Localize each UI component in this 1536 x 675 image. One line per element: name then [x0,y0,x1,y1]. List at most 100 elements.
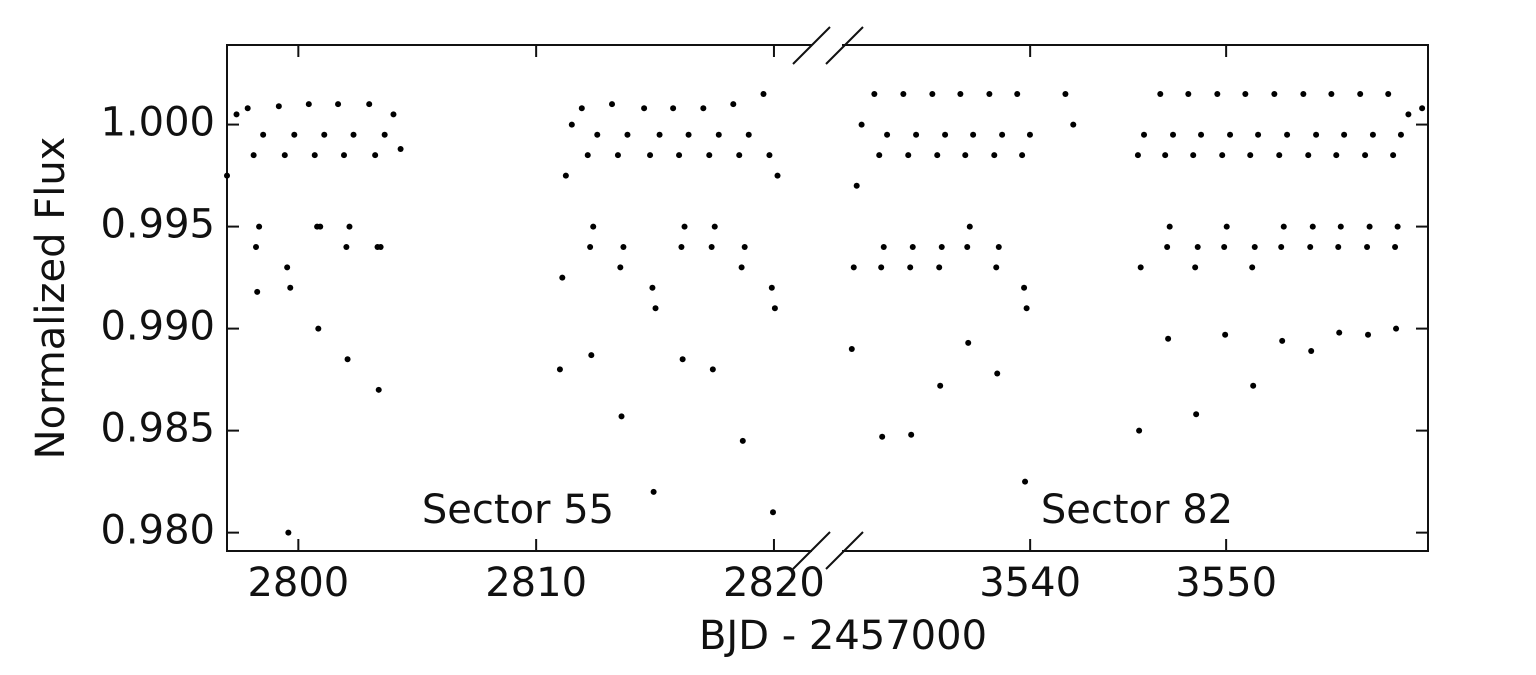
data-point [1250,382,1257,389]
data-point [880,243,887,250]
data-point [994,370,1001,377]
data-point [670,105,677,112]
data-point [938,243,945,250]
data-point [559,274,566,281]
data-point [1337,223,1344,230]
x-tick-label: 2820 [723,560,825,606]
data-point [1385,90,1392,97]
data-point [1278,243,1285,250]
data-point [1328,90,1335,97]
data-point [900,90,907,97]
data-point [711,223,718,230]
data-point [1062,90,1069,97]
data-point [706,152,713,159]
data-point [311,152,318,159]
data-point [1300,90,1307,97]
data-point [1164,243,1171,250]
data-point [224,172,230,179]
x-tick-label: 2810 [485,560,587,606]
data-point [1362,152,1369,159]
data-point [1192,264,1199,271]
data-point [1141,131,1148,138]
data-point [1221,243,1228,250]
data-point [1019,152,1026,159]
data-point [253,243,260,250]
data-point [730,101,737,108]
annotation: Sector 55 [422,487,614,533]
data-point [760,90,767,97]
data-point [1336,329,1343,336]
data-point [1309,223,1316,230]
data-point [588,352,595,359]
data-point [1335,243,1342,250]
data-point [372,152,379,159]
data-point [965,339,972,346]
data-point [1357,90,1364,97]
data-point [970,131,977,138]
data-point [745,131,752,138]
data-point [1194,243,1201,250]
data-point [1162,152,1169,159]
data-point [766,152,773,159]
data-point [934,152,941,159]
axis-frame [842,44,1429,552]
data-point [1365,331,1372,338]
data-point [738,264,745,271]
data-point [587,243,594,250]
data-point [708,243,715,250]
data-point [287,284,294,291]
data-point [715,131,722,138]
data-point [1341,131,1348,138]
data-point [1022,478,1029,485]
data-point [284,264,291,271]
data-point [774,172,781,179]
data-point [848,346,855,353]
data-point [942,131,949,138]
data-point [1170,131,1177,138]
data-point [1249,264,1256,271]
data-point [937,382,944,389]
data-point [1242,90,1249,97]
data-point [256,223,263,230]
data-point [556,366,563,373]
data-point [275,103,282,110]
data-point [315,325,322,332]
y-tick-label: 0.990 [100,304,215,350]
data-point [1214,90,1221,97]
data-point [620,243,627,250]
data-point [291,131,298,138]
data-point [1393,325,1400,332]
data-point [1023,305,1030,312]
data-point [344,356,351,363]
data-point [317,223,324,230]
data-point [999,131,1006,138]
data-point [1137,264,1144,271]
data-point [1405,111,1412,118]
data-point [346,223,353,230]
data-point [652,305,659,312]
data-point [1419,105,1426,112]
data-point [850,264,857,271]
x-tick-label: 2800 [247,560,349,606]
data-point [614,152,621,159]
data-point [709,366,716,373]
data-point [681,223,688,230]
data-point [1305,152,1312,159]
data-point [1134,152,1141,159]
data-point [991,152,998,159]
data-point [884,131,891,138]
data-point [936,264,943,271]
data-point [650,488,657,495]
data-point [964,243,971,250]
data-point [1070,121,1077,128]
data-point [1397,131,1404,138]
data-point [878,264,885,271]
data-point [700,105,707,112]
data-point [853,182,860,189]
data-point [966,223,973,230]
data-point [1255,131,1262,138]
data-point [1364,243,1371,250]
data-point [649,284,656,291]
data-point [907,264,914,271]
